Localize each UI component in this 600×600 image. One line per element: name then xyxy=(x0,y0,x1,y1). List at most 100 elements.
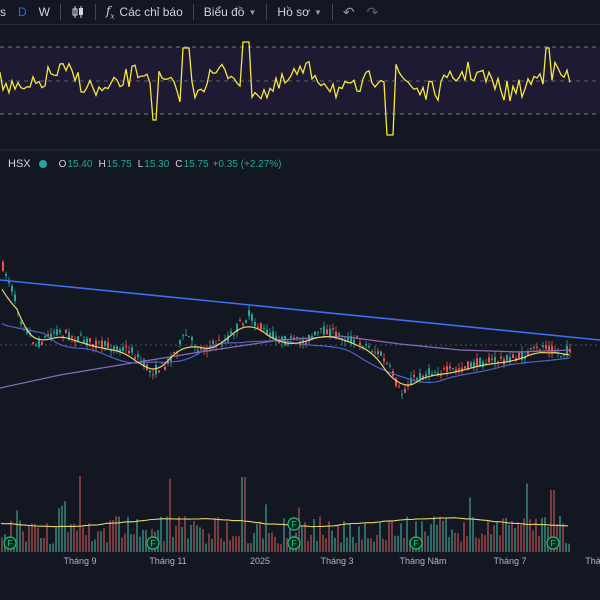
volume-bar xyxy=(436,524,438,552)
volume-bar xyxy=(70,524,72,552)
volume-bar xyxy=(106,542,108,552)
volume-bar xyxy=(469,497,471,552)
interval-week-button[interactable]: W xyxy=(38,5,50,19)
trendline[interactable] xyxy=(0,279,600,341)
interval-day-partial[interactable]: s xyxy=(0,5,6,19)
volume-bar xyxy=(247,543,249,552)
volume-bar xyxy=(229,540,231,552)
candle-body xyxy=(14,294,16,301)
volume-bar xyxy=(430,524,432,552)
dividend-marker-label: F xyxy=(291,539,297,549)
candle-body xyxy=(329,328,331,337)
candle-body xyxy=(212,340,214,344)
candle-body xyxy=(389,365,391,367)
volume-bar xyxy=(46,523,48,552)
candlestick-icon xyxy=(72,6,83,18)
candle-body xyxy=(230,331,232,334)
volume-bar xyxy=(433,516,435,552)
candle-body xyxy=(32,342,34,344)
volume-bar xyxy=(364,523,366,552)
candle-body xyxy=(62,335,64,337)
candle-body xyxy=(218,339,220,341)
volume-bar xyxy=(76,530,78,552)
dividend-marker-icon[interactable] xyxy=(3,536,17,550)
volume-bar xyxy=(169,478,171,552)
volume-bar xyxy=(250,542,252,552)
volume-bar xyxy=(466,536,468,552)
candle-body xyxy=(569,349,571,353)
candle-body xyxy=(335,331,337,338)
volume-bar xyxy=(310,534,312,552)
candle-body xyxy=(173,351,175,353)
volume-bar xyxy=(526,483,528,552)
volume-bar xyxy=(217,517,219,552)
volume-bar xyxy=(520,524,522,552)
candle-body xyxy=(332,328,334,330)
volume-bar xyxy=(394,535,396,552)
volume-bar xyxy=(544,517,546,552)
volume-bar xyxy=(115,516,117,552)
candle-body xyxy=(26,328,28,334)
candle-body xyxy=(467,361,469,370)
volume-bar xyxy=(388,520,390,552)
undo-button[interactable]: ↶ xyxy=(337,0,361,24)
volume-bar xyxy=(355,543,357,552)
candle-body xyxy=(371,351,373,353)
price-chart[interactable]: F FFF F F xyxy=(0,25,600,600)
volume-bar xyxy=(541,517,543,552)
volume-bar xyxy=(316,540,318,552)
candle-body xyxy=(221,344,223,346)
volume-bar xyxy=(10,520,12,552)
volume-bar xyxy=(484,535,486,552)
indicators-button[interactable]: fx Các chỉ báo xyxy=(100,0,189,24)
volume-bar xyxy=(304,522,306,552)
candle-body xyxy=(89,338,91,342)
volume-bar xyxy=(406,516,408,552)
volume-bar xyxy=(100,531,102,552)
candle-body xyxy=(35,345,37,347)
volume-bar xyxy=(37,527,39,552)
candle-body xyxy=(200,348,202,350)
volume-bar xyxy=(166,516,168,552)
volume-bar xyxy=(79,475,81,552)
volume-bar xyxy=(475,537,477,552)
x-axis-label: Tháng 9 xyxy=(63,556,97,566)
volume-bar xyxy=(358,526,360,552)
candle-body xyxy=(56,329,58,335)
volume-bar xyxy=(175,526,177,552)
candle-body xyxy=(296,337,298,339)
dividend-marker-icon[interactable] xyxy=(409,536,423,550)
redo-button[interactable]: ↷ xyxy=(361,0,385,24)
volume-bar xyxy=(361,539,363,552)
candle-body xyxy=(164,366,166,370)
volume-bar xyxy=(487,520,489,552)
chart-menu-button[interactable]: Biểu đồ ▼ xyxy=(198,0,263,24)
profile-menu-button[interactable]: Hồ sơ ▼ xyxy=(271,0,327,24)
dividend-marker-icon[interactable] xyxy=(146,536,160,550)
undo-icon: ↶ xyxy=(342,3,355,20)
dividend-marker-icon[interactable] xyxy=(287,517,301,531)
interval-day-button[interactable]: D xyxy=(18,5,27,19)
candle-style-button[interactable] xyxy=(65,0,91,24)
candle-body xyxy=(248,310,250,317)
volume-bar xyxy=(184,516,186,552)
volume-bar xyxy=(349,523,351,552)
toolbar-divider xyxy=(60,4,61,20)
candle-body xyxy=(449,366,451,369)
candle-body xyxy=(152,374,154,376)
volume-bar xyxy=(202,529,204,552)
volume-bar xyxy=(223,541,225,552)
candle-body xyxy=(65,329,67,334)
candle-body xyxy=(317,332,319,334)
volume-bar xyxy=(241,477,243,552)
volume-bar xyxy=(289,519,291,552)
dividend-marker-icon[interactable] xyxy=(546,536,560,550)
volume-bar xyxy=(523,518,525,552)
candle-body xyxy=(524,356,526,359)
candle-body xyxy=(257,326,259,328)
candle-body xyxy=(209,345,211,347)
candle-body xyxy=(497,361,499,363)
dividend-marker-icon[interactable] xyxy=(287,536,301,550)
volume-bar xyxy=(439,516,441,552)
volume-bar xyxy=(562,523,564,552)
